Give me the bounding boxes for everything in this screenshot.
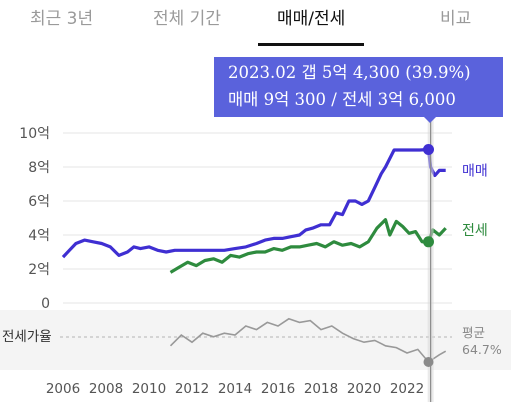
sale-highlight-marker xyxy=(423,143,434,155)
x-tick-label: 2016 xyxy=(261,381,295,397)
active-tab-indicator xyxy=(258,43,364,46)
tooltip-gap-line: 2023.02 갭 5억 4,300 (39.9%) xyxy=(228,63,471,82)
ratio-panel-bg xyxy=(0,310,511,370)
jeonse-series-line xyxy=(169,218,447,274)
x-tick-label: 2010 xyxy=(132,381,166,397)
average-label: 평균 xyxy=(462,325,485,340)
tab-sale-jeonse[interactable]: 매매/전세 xyxy=(277,9,346,29)
ratio-series-line xyxy=(169,317,447,364)
ratio-panel-label: 전세가율 xyxy=(2,329,52,345)
x-tick-label: 2018 xyxy=(304,381,338,397)
x-tick-label: 2006 xyxy=(46,381,80,397)
chart-tooltip: 2023.02 갭 5억 4,300 (39.9%) 매매 9억 300 / 전… xyxy=(214,57,503,117)
average-value: 64.7% xyxy=(462,342,502,357)
y-tick-label: 4억 xyxy=(28,228,50,244)
tooltip-arrow xyxy=(423,116,437,123)
x-tick-label: 2008 xyxy=(89,381,123,397)
sale-series-label: 매매 xyxy=(462,163,488,179)
ratio-highlight-marker xyxy=(423,357,434,367)
jeonse-series-label: 전세 xyxy=(462,223,488,239)
y-tick-label: 0 xyxy=(41,296,50,312)
y-tick-label: 10억 xyxy=(19,126,50,142)
tab-compare[interactable]: 비교 xyxy=(440,9,472,29)
y-tick-label: 2억 xyxy=(28,262,50,278)
jeonse-highlight-marker xyxy=(423,236,434,248)
tooltip-price-line: 매매 9억 300 / 전세 3억 6,000 xyxy=(228,90,456,109)
tab-all-period[interactable]: 전체 기간 xyxy=(153,9,221,29)
x-tick-label: 2022 xyxy=(390,381,424,397)
x-tick-label: 2020 xyxy=(347,381,381,397)
tab-bar: 최근 3년 전체 기간 매매/전세 비교 xyxy=(0,0,511,46)
y-tick-label: 8억 xyxy=(28,160,50,176)
x-tick-label: 2012 xyxy=(175,381,209,397)
tab-recent-3y[interactable]: 최근 3년 xyxy=(30,9,94,29)
sale-series-line xyxy=(61,147,446,259)
y-tick-label: 6억 xyxy=(28,194,50,210)
x-tick-label: 2014 xyxy=(218,381,252,397)
